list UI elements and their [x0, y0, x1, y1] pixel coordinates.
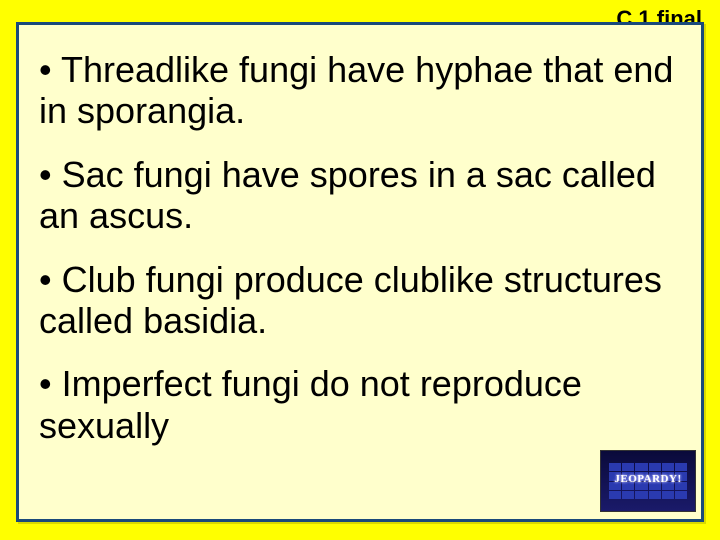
jeopardy-title: JEOPARDY! — [601, 473, 695, 485]
jeopardy-cell — [622, 491, 634, 499]
jeopardy-cell — [649, 463, 661, 471]
bullet-item: • Threadlike fungi have hyphae that end … — [39, 49, 685, 132]
jeopardy-link-image[interactable]: JEOPARDY! — [600, 450, 696, 512]
jeopardy-cell — [662, 491, 674, 499]
bullet-item: • Imperfect fungi do not reproduce sexua… — [39, 363, 685, 446]
jeopardy-cell — [635, 463, 647, 471]
jeopardy-cell — [662, 463, 674, 471]
jeopardy-cell — [675, 491, 687, 499]
slide-background: C 1 final • Threadlike fungi have hyphae… — [0, 0, 720, 540]
jeopardy-cell — [622, 463, 634, 471]
jeopardy-cell — [649, 491, 661, 499]
jeopardy-cell — [635, 491, 647, 499]
jeopardy-cell — [609, 491, 621, 499]
content-frame: • Threadlike fungi have hyphae that end … — [16, 22, 704, 522]
content-area: • Threadlike fungi have hyphae that end … — [39, 49, 685, 509]
jeopardy-cell — [675, 463, 687, 471]
bullet-item: • Sac fungi have spores in a sac called … — [39, 154, 685, 237]
jeopardy-cell — [609, 463, 621, 471]
bullet-item: • Club fungi produce clublike structures… — [39, 259, 685, 342]
